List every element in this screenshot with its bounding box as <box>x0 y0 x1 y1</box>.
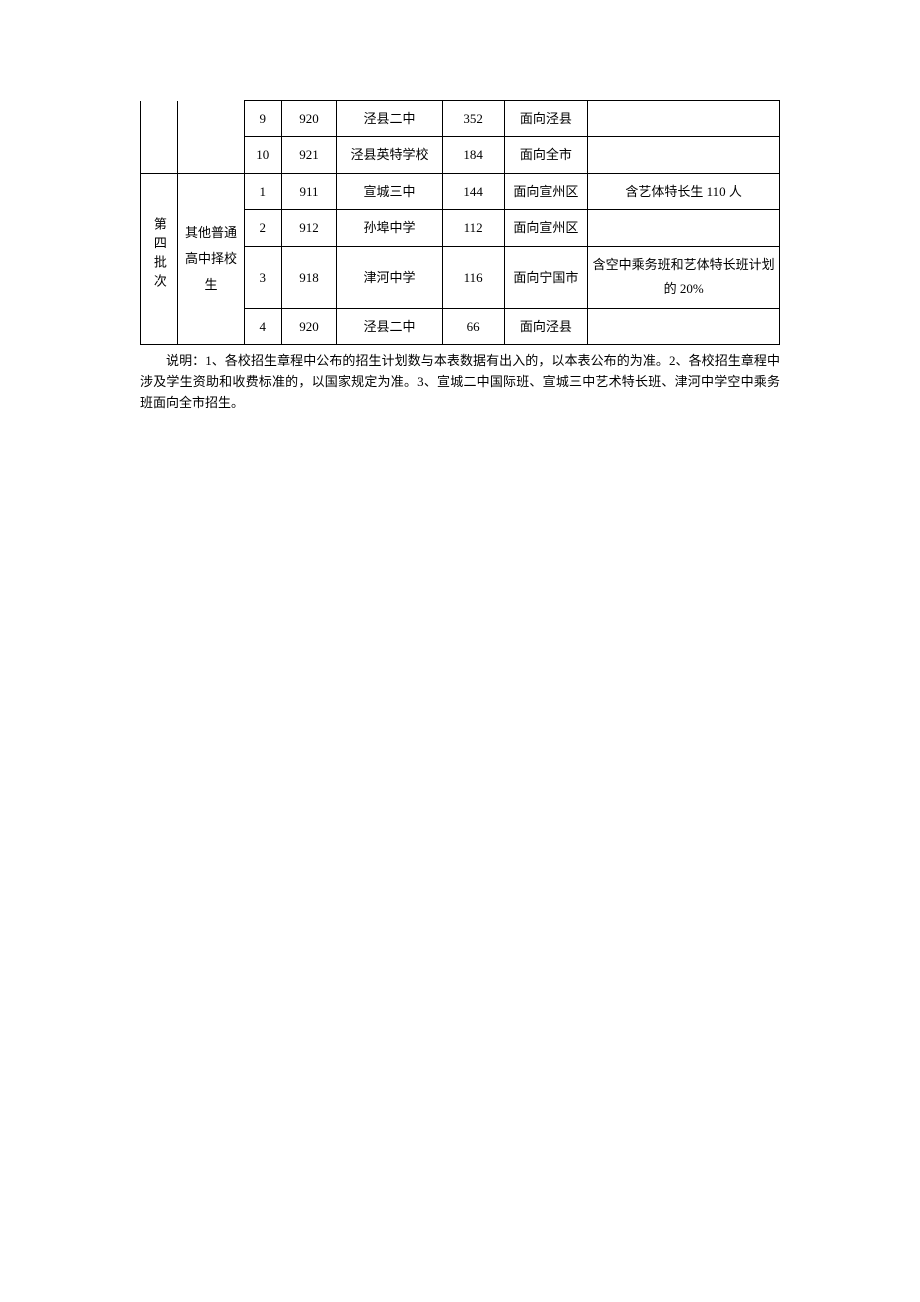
seq-cell: 10 <box>244 137 281 173</box>
category-cell: 其他普通高中择校生 <box>178 173 244 345</box>
seq-cell: 9 <box>244 101 281 137</box>
document-page: 9 920 泾县二中 352 面向泾县 10 921 泾县英特学校 184 面向… <box>0 0 920 414</box>
school-cell: 宣城三中 <box>337 173 443 209</box>
code-cell: 921 <box>282 137 337 173</box>
notes-paragraph: 说明：1、各校招生章程中公布的招生计划数与本表数据有出入的，以本表公布的为准。2… <box>140 351 780 413</box>
num-cell: 144 <box>442 173 504 209</box>
notes-label: 说明： <box>166 353 205 368</box>
num-cell: 112 <box>442 210 504 246</box>
note-cell <box>588 137 780 173</box>
table-row: 第四批次 其他普通高中择校生 1 911 宣城三中 144 面向宣州区 含艺体特… <box>141 173 780 209</box>
school-cell: 泾县二中 <box>337 308 443 344</box>
school-cell: 泾县二中 <box>337 101 443 137</box>
school-cell: 泾县英特学校 <box>337 137 443 173</box>
note-cell: 含艺体特长生 110 人 <box>588 173 780 209</box>
num-cell: 184 <box>442 137 504 173</box>
area-cell: 面向宁国市 <box>504 246 588 308</box>
table-row: 9 920 泾县二中 352 面向泾县 <box>141 101 780 137</box>
code-cell: 911 <box>282 173 337 209</box>
batch-cell: 第四批次 <box>141 173 178 345</box>
num-cell: 116 <box>442 246 504 308</box>
school-cell: 孙埠中学 <box>337 210 443 246</box>
num-cell: 66 <box>442 308 504 344</box>
category-label: 其他普通高中择校生 <box>185 225 237 292</box>
note-cell <box>588 101 780 137</box>
batch-label: 第四批次 <box>148 217 171 293</box>
category-cell-continued <box>178 101 244 174</box>
batch-cell-continued <box>141 101 178 174</box>
area-cell: 面向宣州区 <box>504 173 588 209</box>
school-cell: 津河中学 <box>337 246 443 308</box>
code-cell: 918 <box>282 246 337 308</box>
area-cell: 面向泾县 <box>504 308 588 344</box>
area-cell: 面向泾县 <box>504 101 588 137</box>
area-cell: 面向全市 <box>504 137 588 173</box>
code-cell: 920 <box>282 101 337 137</box>
num-cell: 352 <box>442 101 504 137</box>
seq-cell: 3 <box>244 246 281 308</box>
note-cell: 含空中乘务班和艺体特长班计划的 20% <box>588 246 780 308</box>
code-cell: 920 <box>282 308 337 344</box>
note-cell <box>588 308 780 344</box>
enrollment-table: 9 920 泾县二中 352 面向泾县 10 921 泾县英特学校 184 面向… <box>140 100 780 345</box>
note-cell <box>588 210 780 246</box>
code-cell: 912 <box>282 210 337 246</box>
area-cell: 面向宣州区 <box>504 210 588 246</box>
seq-cell: 2 <box>244 210 281 246</box>
notes-text: 1、各校招生章程中公布的招生计划数与本表数据有出入的，以本表公布的为准。2、各校… <box>140 353 780 410</box>
seq-cell: 4 <box>244 308 281 344</box>
seq-cell: 1 <box>244 173 281 209</box>
